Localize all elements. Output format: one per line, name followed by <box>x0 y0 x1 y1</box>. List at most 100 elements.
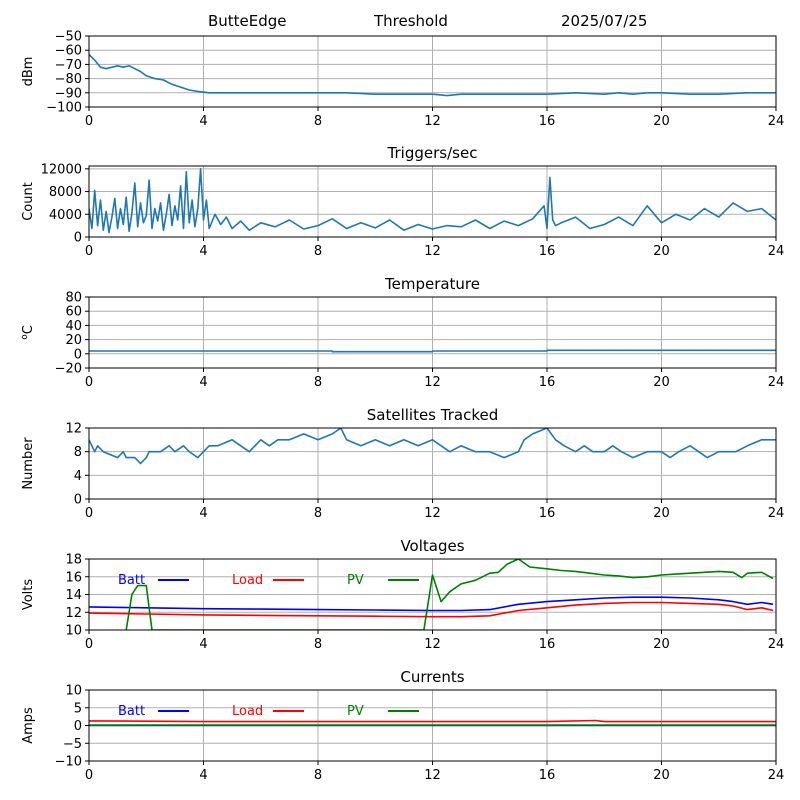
temperature-xtick-label: 4 <box>199 375 207 390</box>
rssi-xtick-label: 0 <box>85 114 93 129</box>
currents-series-load <box>89 719 776 723</box>
currents-title: Currents <box>400 668 464 686</box>
satellites-xtick-label: 24 <box>768 506 785 521</box>
currents-ytick-label: −5 <box>63 737 82 752</box>
satellites-ytick-label: 8 <box>74 445 82 460</box>
voltages-series-pv <box>125 559 774 630</box>
temperature-xtick-label: 16 <box>539 375 556 390</box>
voltages-ytick-label: 18 <box>65 553 82 568</box>
voltages-legend-label-batt: Batt <box>118 573 145 588</box>
triggers-xtick-label: 20 <box>653 244 670 259</box>
temperature-ytick-label: −20 <box>55 362 82 377</box>
rssi-xtick-label: 8 <box>314 114 322 129</box>
currents-xtick-label: 24 <box>768 768 785 783</box>
satellites-ytick-label: 4 <box>74 469 82 484</box>
currents-ytick-label: 5 <box>74 701 82 716</box>
rssi-xtick-label: 4 <box>199 114 207 129</box>
rssi-ytick-label: −50 <box>55 30 82 45</box>
satellites-xtick-label: 4 <box>199 506 207 521</box>
rssi-xtick-label: 24 <box>768 114 785 129</box>
report-date: 2025/07/25 <box>561 12 648 30</box>
triggers-xtick-label: 4 <box>199 244 207 259</box>
voltages-ytick-label: 10 <box>65 624 82 639</box>
voltages-ylabel: Volts <box>21 579 36 611</box>
voltages-xtick-label: 0 <box>85 637 93 652</box>
triggers-ytick-label: 8000 <box>49 185 82 200</box>
triggers-series-line <box>89 168 776 234</box>
temperature-xtick-label: 12 <box>424 375 441 390</box>
satellites-title: Satellites Tracked <box>367 406 498 424</box>
rssi-ytick-label: −70 <box>55 58 82 73</box>
rssi-series-line <box>89 53 776 97</box>
currents-ytick-label: 0 <box>74 719 82 734</box>
satellites-ytick-label: 12 <box>65 422 82 437</box>
rssi-ytick-label: −80 <box>55 72 82 87</box>
triggers-title: Triggers/sec <box>387 144 478 162</box>
currents-xtick-label: 4 <box>199 768 207 783</box>
voltages-series-load <box>89 601 774 618</box>
voltages-xtick-label: 4 <box>199 637 207 652</box>
currents-legend-label-pv: PV <box>347 704 364 719</box>
satellites-ylabel: Number <box>21 437 36 490</box>
triggers-xtick-label: 24 <box>768 244 785 259</box>
temperature-series-line <box>89 349 776 353</box>
temperature-ytick-label: 80 <box>65 291 82 306</box>
satellites-series-line <box>89 428 776 465</box>
temperature-ytick-label: 60 <box>65 305 82 320</box>
satellites-xtick-label: 0 <box>85 506 93 521</box>
currents-xtick-label: 20 <box>653 768 670 783</box>
currents-ytick-label: 10 <box>65 684 82 699</box>
triggers-ytick-label: 12000 <box>41 162 82 177</box>
temperature-ytick-label: 40 <box>65 319 82 334</box>
voltages-title: Voltages <box>400 537 464 555</box>
voltages-ytick-label: 16 <box>65 570 82 585</box>
satellites-xtick-label: 8 <box>314 506 322 521</box>
voltages-xtick-label: 16 <box>539 637 556 652</box>
temperature-xtick-label: 8 <box>314 375 322 390</box>
triggers-ytick-label: 0 <box>74 231 82 246</box>
currents-xtick-label: 12 <box>424 768 441 783</box>
satellites-xtick-label: 16 <box>539 506 556 521</box>
voltages-series-batt <box>89 596 774 612</box>
triggers-xtick-label: 8 <box>314 244 322 259</box>
rssi-xtick-label: 16 <box>539 114 556 129</box>
rssi-ytick-label: −100 <box>46 101 82 116</box>
voltages-ytick-label: 12 <box>65 606 82 621</box>
currents-legend-label-load: Load <box>232 704 263 719</box>
temperature-xtick-label: 20 <box>653 375 670 390</box>
triggers-ylabel: Count <box>21 182 36 221</box>
temperature-title: Temperature <box>384 275 480 293</box>
voltages-ytick-label: 14 <box>65 588 82 603</box>
satellites-xtick-label: 12 <box>424 506 441 521</box>
rssi-ytick-label: −90 <box>55 86 82 101</box>
temperature-xtick-label: 0 <box>85 375 93 390</box>
triggers-xtick-label: 16 <box>539 244 556 259</box>
satellites-xtick-label: 20 <box>653 506 670 521</box>
station-name: ButteEdge <box>208 12 287 30</box>
triggers-xtick-label: 12 <box>424 244 441 259</box>
temperature-ytick-label: 20 <box>65 333 82 348</box>
voltages-xtick-label: 8 <box>314 637 322 652</box>
voltages-xtick-label: 24 <box>768 637 785 652</box>
currents-xtick-label: 0 <box>85 768 93 783</box>
currents-xtick-label: 8 <box>314 768 322 783</box>
currents-legend-label-batt: Batt <box>118 704 145 719</box>
mode-label: Threshold <box>374 12 448 30</box>
rssi-xtick-label: 20 <box>653 114 670 129</box>
rssi-ylabel: dBm <box>21 57 36 87</box>
currents-ytick-label: −10 <box>55 755 82 770</box>
voltages-xtick-label: 12 <box>424 637 441 652</box>
satellites-ytick-label: 0 <box>74 493 82 508</box>
triggers-xtick-label: 0 <box>85 244 93 259</box>
temperature-xtick-label: 24 <box>768 375 785 390</box>
currents-ylabel: Amps <box>21 707 36 744</box>
triggers-ytick-label: 4000 <box>49 208 82 223</box>
voltages-legend-label-pv: PV <box>347 573 364 588</box>
voltages-xtick-label: 20 <box>653 637 670 652</box>
voltages-legend-label-load: Load <box>232 573 263 588</box>
currents-xtick-label: 16 <box>539 768 556 783</box>
temperature-ylabel: oC <box>20 325 36 340</box>
temperature-ytick-label: 0 <box>74 347 82 362</box>
